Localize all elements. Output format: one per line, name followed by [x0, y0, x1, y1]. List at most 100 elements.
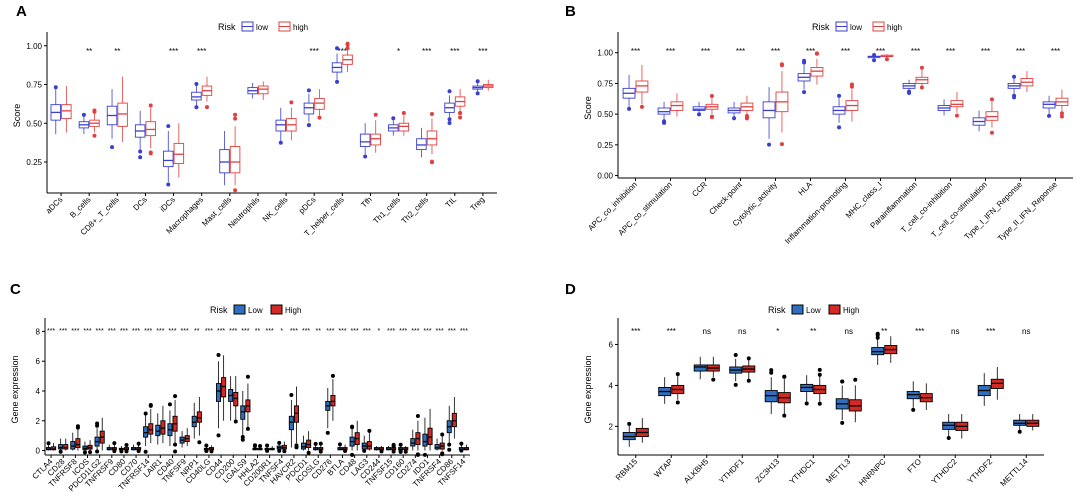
outlier-point: [919, 85, 924, 90]
outlier-point: [233, 188, 238, 193]
outlier-point: [373, 112, 378, 117]
outlier-point: [167, 402, 172, 407]
outlier-point: [148, 403, 153, 408]
y-tick-label: 1.00: [26, 42, 42, 51]
significance-label: ***: [876, 47, 885, 56]
outlier-point: [277, 440, 282, 445]
significance-label: ***: [290, 328, 298, 335]
outlier-point: [265, 443, 270, 448]
significance-label: ***: [338, 328, 346, 335]
box-body: [422, 433, 428, 447]
outlier-point: [884, 57, 889, 62]
box-low: [240, 390, 246, 442]
box-low: [434, 438, 440, 451]
outlier-point: [1059, 111, 1064, 116]
box-low: [472, 79, 483, 96]
significance-label: ***: [911, 47, 920, 56]
significance-label: **: [114, 47, 120, 56]
significance-label: ***: [450, 47, 459, 56]
outlier-point: [709, 115, 714, 120]
box-low: [867, 52, 881, 63]
y-axis-label: Gene expression: [583, 355, 593, 423]
x-tick-label: Th2_cells: [400, 195, 431, 226]
box-low: [300, 435, 307, 451]
outlier-point: [804, 401, 809, 406]
box-low: [94, 421, 100, 454]
significance-label: **: [315, 328, 321, 335]
box-low: [388, 116, 399, 136]
box-high: [915, 65, 929, 90]
box-high: [884, 336, 898, 363]
outlier-point: [769, 368, 774, 373]
box-low: [444, 89, 455, 126]
box-high: [366, 428, 372, 451]
x-tick-label: HLA: [797, 180, 815, 198]
box-high: [269, 446, 275, 451]
outlier-point: [294, 445, 299, 450]
significance-label: ***: [841, 47, 850, 56]
panel-letter: D: [565, 281, 576, 298]
legend-label: High: [843, 306, 859, 315]
x-tick-label: TIL: [444, 195, 459, 210]
outlier-point: [401, 111, 406, 116]
outlier-point: [802, 58, 807, 63]
box-body: [148, 423, 154, 435]
outlier-point: [306, 88, 311, 93]
outlier-point: [1017, 429, 1022, 434]
box-body: [191, 415, 197, 428]
outlier-point: [75, 424, 80, 429]
outlier-point: [767, 142, 772, 147]
box-high: [99, 417, 105, 451]
outlier-point: [802, 90, 807, 95]
significance-label: ***: [806, 47, 815, 56]
legend: Risk Low High: [210, 304, 301, 315]
box-body: [196, 411, 202, 423]
box-low: [657, 101, 671, 125]
box-body: [233, 392, 239, 407]
box-low: [82, 441, 88, 455]
box-low: [422, 417, 428, 457]
outlier-point: [440, 451, 445, 456]
y-axis-label: Score: [583, 96, 593, 120]
panel-letter: C: [10, 281, 21, 298]
y-axis-label: Score: [12, 104, 22, 128]
box-low: [361, 435, 367, 453]
significance-label: ***: [448, 328, 456, 335]
significance-label: ***: [1016, 47, 1025, 56]
outlier-point: [907, 89, 912, 94]
box-body: [427, 427, 433, 446]
box-body: [257, 85, 269, 95]
box-body: [306, 439, 312, 449]
significance-label: ***: [771, 47, 780, 56]
outlier-point: [782, 413, 787, 418]
outlier-point: [746, 378, 751, 383]
box-body: [303, 102, 315, 115]
x-tick-label: YTHDF1: [717, 457, 746, 486]
x-tick-label: pDCs: [297, 195, 318, 216]
box-low: [385, 446, 392, 451]
box-low: [118, 446, 124, 454]
box-high: [705, 94, 719, 120]
outlier-point: [837, 125, 842, 130]
x-tick-label: Check-point: [707, 180, 744, 217]
box-low: [191, 82, 202, 110]
outlier-point: [875, 331, 880, 336]
outlier-point: [81, 112, 86, 117]
box-body: [314, 97, 325, 110]
box-high: [1020, 71, 1034, 93]
outlier-point: [429, 159, 434, 164]
significance-label: ***: [326, 328, 334, 335]
box-low: [106, 89, 118, 150]
box-low: [78, 112, 90, 135]
box-high: [111, 441, 117, 454]
y-axis-label: Gene expression: [10, 355, 20, 423]
legend-label: High: [285, 306, 301, 315]
significance-label: *: [280, 328, 283, 335]
outlier-point: [112, 449, 117, 454]
significance-label: ***: [229, 328, 237, 335]
box-high: [742, 356, 756, 383]
box-low: [835, 379, 849, 425]
outlier-point: [138, 155, 143, 160]
box-low: [275, 107, 287, 145]
